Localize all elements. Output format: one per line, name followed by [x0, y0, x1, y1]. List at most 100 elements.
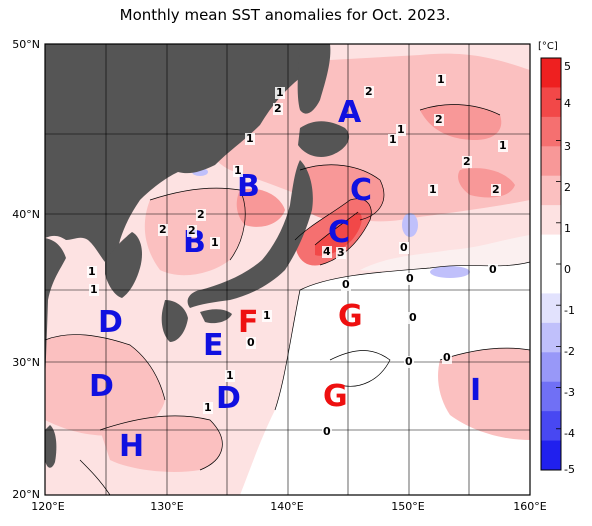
y-tick-label: 30°N — [12, 356, 40, 369]
colorbar-tick: 5 — [564, 60, 571, 73]
region-label: D — [98, 305, 123, 340]
contour-label: 0 — [442, 351, 452, 364]
region-label: B — [237, 169, 260, 204]
land-asia — [45, 44, 330, 262]
cool-anomaly-spot — [402, 213, 418, 237]
region-label: F — [238, 305, 259, 340]
contour-label: 1 — [275, 86, 285, 99]
colorbar-tick: -3 — [564, 386, 575, 399]
colorbar-tick: 3 — [564, 140, 571, 153]
colorbar-segment — [541, 440, 561, 471]
region-label: G — [323, 379, 348, 414]
contour-label: 0 — [246, 336, 256, 349]
contour-label: 1 — [245, 132, 255, 145]
region-label: H — [119, 429, 145, 464]
land-sakhalin — [297, 44, 331, 114]
colorbar-segment — [541, 322, 561, 353]
contour-label: 3 — [336, 246, 346, 259]
contour-label: 2 — [158, 223, 168, 236]
contour-label: 1 — [428, 183, 438, 196]
contour-label: 1 — [225, 369, 235, 382]
land-kyushu — [161, 300, 188, 342]
region-label: C — [350, 173, 373, 208]
x-tick-label: 120°E — [31, 500, 65, 513]
contour-label: 0 — [399, 241, 409, 254]
colorbar-segment — [541, 205, 561, 236]
contour-label: 1 — [396, 123, 406, 136]
contour-label: 0 — [408, 311, 418, 324]
warm-anomaly-area — [236, 188, 285, 227]
region-label: G — [338, 299, 363, 334]
near-zero-anomaly-area — [240, 262, 530, 495]
colorbar-tick: -4 — [564, 427, 575, 440]
colorbar-segment — [541, 87, 561, 118]
colorbar-tick: 4 — [564, 97, 571, 110]
y-tick-label: 20°N — [12, 488, 40, 501]
colorbar-segment — [541, 381, 561, 412]
colorbar-segment — [541, 234, 561, 265]
colorbar-tick: 1 — [564, 222, 571, 235]
region-label: E — [203, 328, 224, 363]
colorbar — [541, 57, 561, 471]
warm-anomaly-area — [45, 334, 165, 436]
x-tick-label: 130°E — [150, 500, 184, 513]
colorbar-tick: -1 — [564, 304, 575, 317]
contour-label: 2 — [273, 102, 283, 115]
contour-label: 1 — [210, 236, 220, 249]
colorbar-tick: -5 — [564, 463, 575, 476]
x-tick-label: 160°E — [513, 500, 547, 513]
contour-lines — [45, 104, 530, 495]
land-hokkaido — [298, 121, 350, 157]
colorbar-tick: 2 — [564, 181, 571, 194]
x-tick-label: 150°E — [391, 500, 425, 513]
contour-label: 1 — [498, 139, 508, 152]
contour-label: 1 — [203, 401, 213, 414]
y-tick-label: 50°N — [12, 38, 40, 51]
land-honshu — [187, 160, 313, 308]
near-zero-anomaly-area — [360, 235, 530, 271]
land-taiwan — [45, 425, 57, 468]
contour-label: 4 — [322, 245, 332, 258]
colorbar-unit: [°C] — [538, 41, 558, 52]
y-tick-label: 40°N — [12, 208, 40, 221]
region-label: A — [338, 95, 362, 130]
warm-anomaly-area — [458, 168, 515, 198]
x-tick-label: 140°E — [270, 500, 304, 513]
cool-anomaly-spot — [430, 266, 470, 278]
map-title: Monthly mean SST anomalies for Oct. 2023… — [119, 6, 451, 24]
contour-label: 2 — [462, 155, 472, 168]
contour-label: 0 — [404, 355, 414, 368]
colorbar-segment — [541, 293, 561, 324]
warm-anomaly-area — [438, 348, 530, 440]
contour-label: 2 — [364, 85, 374, 98]
contour-label: 2 — [187, 224, 197, 237]
colorbar-segment — [541, 411, 561, 442]
colorbar-frame — [540, 57, 562, 471]
colorbar-segment — [541, 175, 561, 206]
colorbar-segment — [541, 264, 561, 294]
contour-label: 0 — [405, 272, 415, 285]
region-label: D — [89, 369, 114, 404]
colorbar-segment — [541, 352, 561, 383]
contour-label: 1 — [436, 73, 446, 86]
colorbar-segment — [541, 58, 561, 88]
contour-label: 2 — [196, 208, 206, 221]
land-korea — [105, 232, 143, 298]
contour-label: 0 — [341, 278, 351, 291]
region-label: C — [328, 215, 351, 250]
contour-label: 0 — [322, 425, 332, 438]
colorbar-tick: -2 — [564, 345, 575, 358]
contour-label: 2 — [434, 113, 444, 126]
contour-label: 1 — [89, 283, 99, 296]
contour-label: 1 — [388, 133, 398, 146]
land-china-coast — [45, 238, 66, 380]
contour-label: 0 — [488, 263, 498, 276]
contour-label: 1 — [87, 265, 97, 278]
warm-anomaly-core — [315, 212, 362, 256]
region-label: I — [470, 373, 482, 408]
contour-label: 2 — [491, 183, 501, 196]
contour-label: 1 — [233, 164, 243, 177]
warm-anomaly-area — [420, 104, 502, 140]
graticule — [45, 44, 530, 495]
